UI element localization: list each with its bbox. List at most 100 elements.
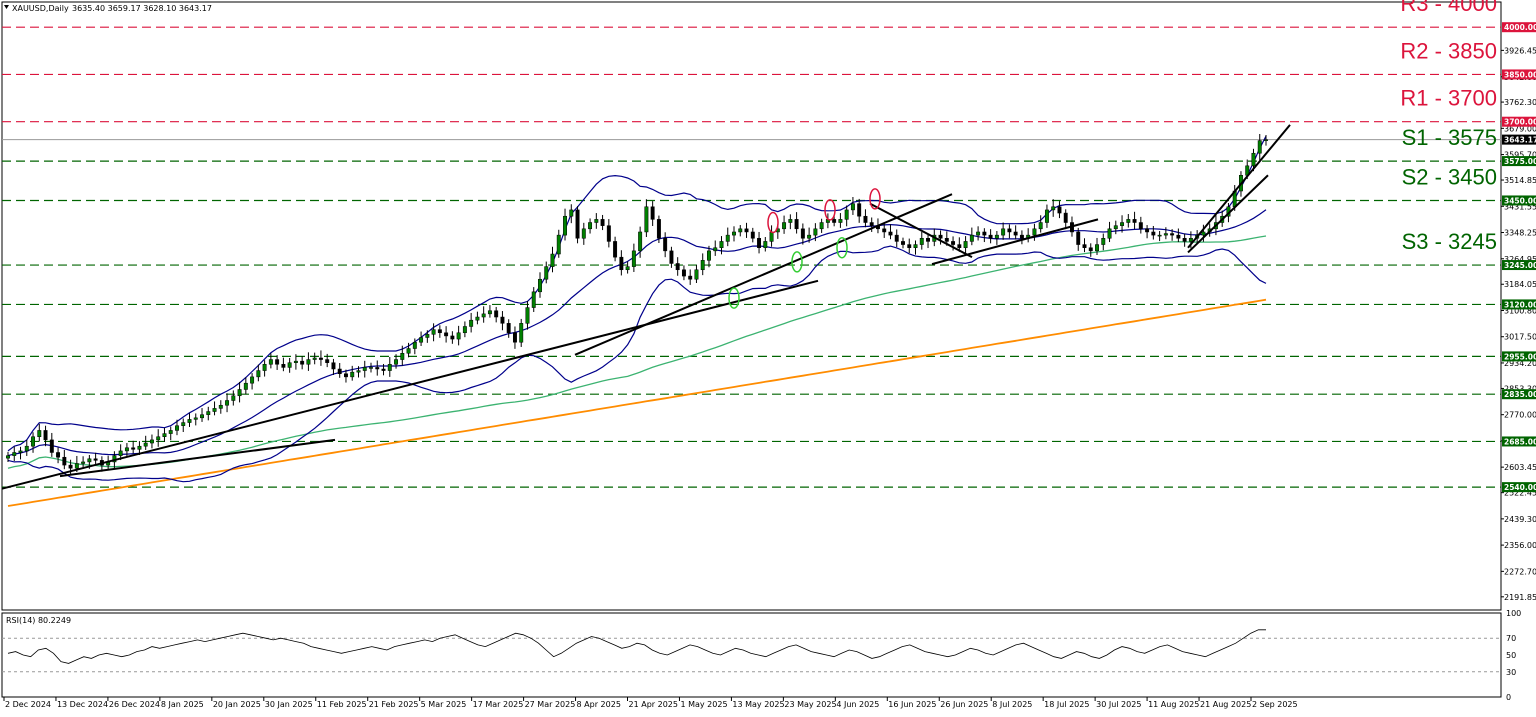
y-tick-label: 3762.30	[1504, 98, 1536, 107]
rsi-title: RSI(14) 80.2249	[6, 616, 71, 625]
trendline-long	[1, 279, 819, 490]
candle-body	[638, 231, 643, 252]
price-tags: 4000.00 3850.00 3700.00 3575.00 3450.00 3245.…	[1502, 22, 1536, 493]
y-tick-label: 2356.00	[1504, 541, 1536, 550]
level-tag-bg	[1502, 116, 1536, 127]
candle-body	[794, 219, 799, 230]
level-tag: 3850.00	[1504, 70, 1536, 79]
candle-body	[1163, 233, 1168, 236]
swing-marker	[836, 236, 848, 259]
candle-body	[725, 234, 730, 242]
candle-body	[994, 234, 999, 239]
level-tag: 2685.00	[1504, 437, 1536, 446]
ma-orange-line	[7, 298, 1267, 507]
candle-body	[175, 425, 179, 431]
swing-marker	[791, 251, 803, 273]
level-label: S1 - 3575	[1402, 125, 1497, 150]
level-tag-bg	[1502, 156, 1536, 167]
x-tick-label: 5 Mar 2025	[421, 700, 467, 709]
candle-body	[1151, 231, 1156, 236]
candle-body	[1251, 152, 1256, 167]
candle-body	[1113, 225, 1118, 230]
candle-body	[719, 241, 724, 248]
collapse-triangle-icon[interactable]	[4, 5, 9, 9]
candle-body	[450, 335, 455, 340]
y-tick-label: 3926.45	[1504, 46, 1536, 55]
x-tick-label: 26 Jun 2025	[940, 700, 988, 709]
candle-body	[1264, 139, 1268, 141]
candle-body	[1101, 238, 1106, 245]
candle-body	[763, 241, 768, 248]
candle-body	[563, 215, 567, 236]
x-tick-label: 11 Aug 2025	[1148, 700, 1199, 709]
candle-body	[544, 266, 549, 280]
swing-marker	[767, 211, 779, 234]
candle-body	[281, 364, 286, 368]
candle-body	[218, 404, 223, 409]
candle-body	[938, 234, 943, 239]
candle-body	[1032, 228, 1037, 236]
candle-body	[700, 260, 705, 271]
candle-body	[437, 329, 442, 334]
bb-lower-line	[7, 245, 1267, 483]
candle-body	[1044, 209, 1049, 223]
x-tick-label: 18 Jul 2025	[1044, 700, 1089, 709]
y-tick-label: 3348.25	[1504, 229, 1536, 238]
x-tick-label: 11 Feb 2025	[317, 700, 367, 709]
y-tick-label: 2272.70	[1504, 567, 1536, 576]
candle-body	[356, 370, 361, 373]
candle-body	[375, 367, 380, 370]
candle-body	[143, 442, 148, 447]
level-tag: 2955.00	[1504, 352, 1536, 361]
candle-body	[412, 341, 417, 349]
bb-upper-line	[7, 135, 1267, 452]
candle-body	[963, 241, 968, 248]
x-tick-label: 8 Jan 2025	[161, 700, 204, 709]
trendlines	[1, 124, 1291, 490]
candle-body	[663, 238, 668, 252]
rsi-line	[7, 629, 1266, 664]
candle-body	[362, 367, 367, 371]
x-tick-label: 21 Aug 2025	[1200, 700, 1251, 709]
level-label: S2 - 3450	[1402, 164, 1497, 189]
rsi-tick-label: 0	[1506, 693, 1511, 702]
candle-body	[919, 238, 924, 245]
level-tag-bg	[1502, 482, 1536, 493]
level-labels: R3 - 4000 R2 - 3850 R1 - 3700 S1 - 3575 S2 -…	[1400, 0, 1497, 254]
rsi-tick-label: 30	[1506, 668, 1516, 677]
candle-body	[850, 203, 855, 211]
candle-body	[1170, 233, 1175, 236]
x-tick-label: 8 Apr 2025	[577, 700, 621, 709]
candle-body	[1157, 234, 1162, 237]
x-tick-label: 2 Dec 2024	[5, 700, 51, 709]
candle-body	[162, 433, 167, 437]
candle-body	[750, 231, 755, 239]
swing-markers	[728, 188, 881, 309]
trendline-down	[869, 202, 973, 259]
candle-body	[1038, 222, 1043, 230]
candle-body	[43, 430, 48, 441]
level-tag-bg	[1502, 260, 1536, 271]
candle-body	[475, 316, 480, 321]
candle-body	[531, 291, 536, 308]
candle-body	[275, 359, 280, 365]
candle-body	[1138, 222, 1143, 230]
y-tick-label: 2934.20	[1504, 359, 1536, 368]
candle-body	[444, 332, 449, 337]
candle-body	[569, 209, 574, 217]
trendline-early	[59, 438, 336, 478]
candle-body	[156, 436, 161, 441]
level-tag: 3120.00	[1504, 300, 1536, 309]
candle-body	[944, 238, 949, 242]
candle-body	[18, 450, 23, 453]
current-price-tag: 3643.17	[1504, 136, 1536, 145]
candle-body	[37, 430, 42, 437]
y-tick-label: 3514.85	[1504, 176, 1536, 185]
candle-body	[325, 359, 330, 363]
swing-marker	[728, 287, 740, 309]
level-label: R1 - 3700	[1400, 86, 1497, 111]
candle-body	[62, 456, 67, 466]
candle-body	[318, 357, 323, 360]
x-tick-label: 30 Jul 2025	[1096, 700, 1141, 709]
